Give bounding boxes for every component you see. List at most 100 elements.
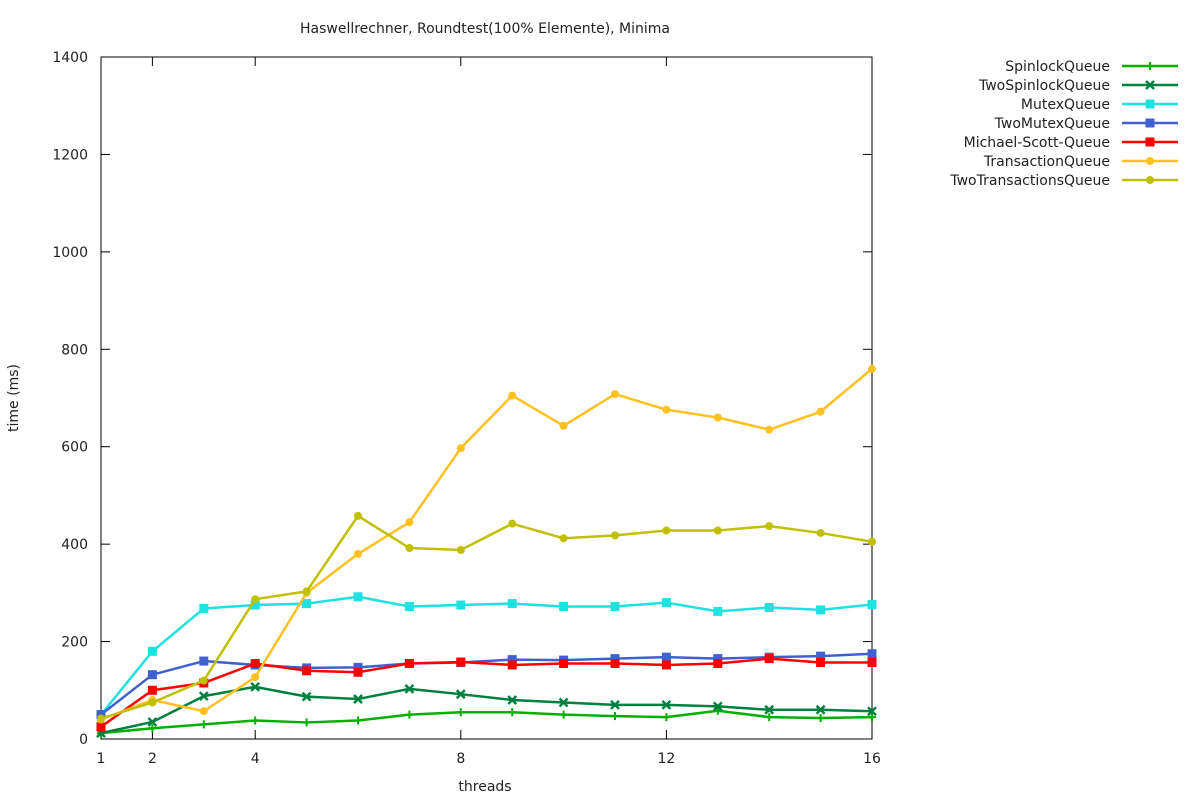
data-point xyxy=(404,683,415,694)
data-point xyxy=(405,544,414,553)
data-point xyxy=(816,658,826,668)
data-point xyxy=(456,545,465,554)
legend-marker xyxy=(1145,80,1155,90)
data-point xyxy=(456,600,466,610)
data-point xyxy=(199,707,208,716)
data-point xyxy=(354,511,362,520)
y-tick-label: 600 xyxy=(61,440,88,456)
legend-marker xyxy=(1146,157,1154,165)
legend-marker xyxy=(1145,118,1155,128)
legend-marker xyxy=(1146,176,1154,184)
legend-item: MutexQueue xyxy=(1021,97,1178,113)
legend-item: TwoSpinlockQueue xyxy=(978,78,1178,94)
data-point xyxy=(456,657,466,667)
y-tick-label: 1000 xyxy=(52,245,88,261)
data-point xyxy=(867,658,877,668)
data-point xyxy=(662,526,671,535)
data-point xyxy=(764,654,774,664)
data-point xyxy=(507,655,517,665)
series-line xyxy=(100,709,873,735)
data-point xyxy=(559,601,569,611)
series-spinlockqueue xyxy=(97,706,876,738)
legend-label: SpinlockQueue xyxy=(1005,59,1110,75)
data-point xyxy=(558,697,569,708)
data-point xyxy=(816,714,825,723)
data-point xyxy=(661,700,672,710)
data-point xyxy=(868,537,876,546)
y-tick-label: 800 xyxy=(61,342,88,358)
series-mutexqueue xyxy=(96,592,877,720)
data-point xyxy=(251,673,260,682)
series-line xyxy=(100,685,873,735)
legend-label: Michael-Scott-Queue xyxy=(964,135,1110,151)
data-point xyxy=(148,724,157,733)
data-point xyxy=(764,704,775,715)
plot-frame xyxy=(100,56,873,740)
data-point xyxy=(610,601,620,611)
data-point xyxy=(353,667,363,677)
data-point xyxy=(816,651,826,661)
legend-item: TwoTransactionsQueue xyxy=(949,173,1178,189)
data-point xyxy=(302,666,312,676)
x-tick-label: 4 xyxy=(251,751,260,767)
data-point xyxy=(199,603,209,613)
data-point xyxy=(147,685,157,695)
data-point xyxy=(508,708,517,717)
series-michael-scott-queue xyxy=(96,654,877,732)
data-point xyxy=(559,534,568,543)
series-twotransactionsqueue xyxy=(97,511,876,723)
x-tick-label: 16 xyxy=(863,751,881,767)
y-axis-label: time (ms) xyxy=(6,364,22,432)
data-point xyxy=(559,421,568,430)
data-point xyxy=(507,660,517,670)
data-point xyxy=(765,522,774,531)
data-point xyxy=(713,413,722,422)
data-point xyxy=(404,601,414,611)
data-point xyxy=(507,695,518,705)
data-point xyxy=(868,713,876,722)
legend-label: TwoTransactionsQueue xyxy=(949,173,1110,189)
data-point xyxy=(354,549,362,558)
chart-title: Haswellrechner, Roundtest(100% Elemente)… xyxy=(300,21,670,37)
data-point xyxy=(147,670,157,680)
data-point xyxy=(611,390,619,399)
data-point xyxy=(815,704,826,715)
legend-marker xyxy=(1145,137,1155,147)
data-point xyxy=(765,425,774,434)
legend-label: TwoMutexQueue xyxy=(994,116,1110,132)
data-point xyxy=(713,526,722,535)
data-point xyxy=(559,658,569,668)
data-point xyxy=(867,649,877,659)
data-point xyxy=(713,654,723,664)
data-point xyxy=(610,654,620,664)
series-transactionqueue xyxy=(97,364,876,724)
data-point xyxy=(507,599,517,609)
x-tick-label: 8 xyxy=(456,751,465,767)
data-point xyxy=(816,528,825,537)
y-tick-label: 400 xyxy=(61,537,88,553)
data-point xyxy=(302,718,311,727)
data-point xyxy=(765,713,774,722)
x-tick-label: 2 xyxy=(148,751,157,767)
data-point xyxy=(97,714,105,723)
series-line xyxy=(100,367,873,721)
x-tick-label: 1 xyxy=(97,751,106,767)
data-point xyxy=(353,592,363,602)
legend-item: SpinlockQueue xyxy=(1005,59,1178,75)
data-point xyxy=(712,701,723,712)
data-point xyxy=(611,712,619,721)
data-point xyxy=(251,716,260,725)
data-point xyxy=(302,599,312,609)
data-point xyxy=(610,658,620,668)
legend-label: TwoSpinlockQueue xyxy=(978,78,1110,94)
series-line xyxy=(100,652,873,716)
legend-item: Michael-Scott-Queue xyxy=(964,135,1178,151)
data-point xyxy=(661,660,671,670)
data-point xyxy=(662,713,671,722)
data-point xyxy=(867,706,877,717)
data-point xyxy=(404,658,414,668)
x-tick-label: 12 xyxy=(657,751,675,767)
x-axis-label: threads xyxy=(458,779,511,795)
